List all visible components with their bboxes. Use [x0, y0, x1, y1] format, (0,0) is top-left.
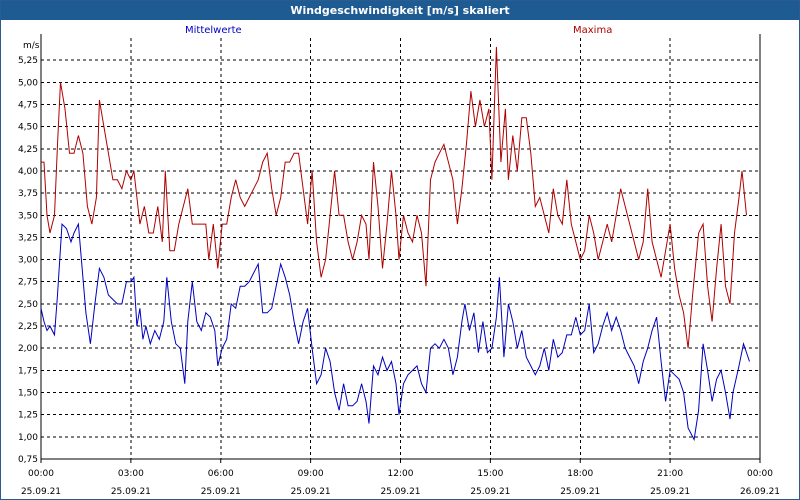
y-tick-label: 4,25	[18, 145, 38, 155]
y-tick-label: 5,00	[18, 78, 38, 88]
x-tick-date: 25.09.21	[291, 487, 331, 497]
x-tick-date: 25.09.21	[21, 487, 61, 497]
x-tick-time: 21:00	[657, 469, 683, 479]
chart-title: Windgeschwindigkeit [m/s] skaliert	[1, 1, 799, 20]
y-tick-label: 3,50	[18, 211, 38, 221]
y-tick-label: 3,75	[18, 189, 38, 199]
y-tick-label: 1,00	[18, 433, 38, 443]
x-tick-time: 00:00	[28, 469, 54, 479]
legend-maxima: Maxima	[573, 25, 613, 36]
series-line-mittelwerte	[40, 222, 750, 442]
x-tick-date: 25.09.21	[470, 487, 510, 497]
series-line-maxima	[41, 46, 747, 349]
x-tick-time: 18:00	[567, 469, 593, 479]
x-tick-time: 12:00	[388, 469, 414, 479]
x-tick-date: 25.09.21	[560, 487, 600, 497]
y-tick-label: 2,75	[18, 278, 38, 288]
y-tick-label: 4,75	[18, 100, 38, 110]
x-tick-time: 09:00	[298, 469, 324, 479]
x-tick-time: 00:00	[747, 469, 773, 479]
y-tick-label: 3,25	[18, 233, 38, 243]
legend-mittelwerte: Mittelwerte	[185, 25, 242, 36]
y-tick-label: 2,50	[18, 300, 38, 310]
y-axis-unit: m/s	[23, 41, 40, 51]
line-chart: 0,75 1,00 1,25 1,50 1,75 2,00 2,25 2,50 2,75 3,00…	[18, 34, 780, 497]
y-tick-label: 2,25	[18, 322, 38, 332]
y-tick-label: 0,75	[18, 455, 38, 465]
y-tick-label: 4,50	[18, 123, 38, 133]
y-tick-label: 1,75	[18, 366, 38, 376]
y-tick-label: 3,00	[18, 256, 38, 266]
y-tick-label: 2,00	[18, 344, 38, 354]
y-tick-label: 1,25	[18, 411, 38, 421]
x-tick-date: 25.09.21	[111, 487, 151, 497]
y-tick-label: 5,25	[18, 56, 38, 66]
x-tick-date: 25.09.21	[380, 487, 420, 497]
y-tick-label: 1,50	[18, 389, 38, 399]
x-tick-time: 15:00	[477, 469, 503, 479]
x-tick-time: 03:00	[118, 469, 144, 479]
x-tick-time: 06:00	[208, 469, 234, 479]
y-tick-label: 4,00	[18, 167, 38, 177]
x-tick-date: 25.09.21	[201, 487, 241, 497]
x-tick-date: 25.09.21	[650, 487, 690, 497]
x-tick-date: 26.09.21	[740, 487, 780, 497]
